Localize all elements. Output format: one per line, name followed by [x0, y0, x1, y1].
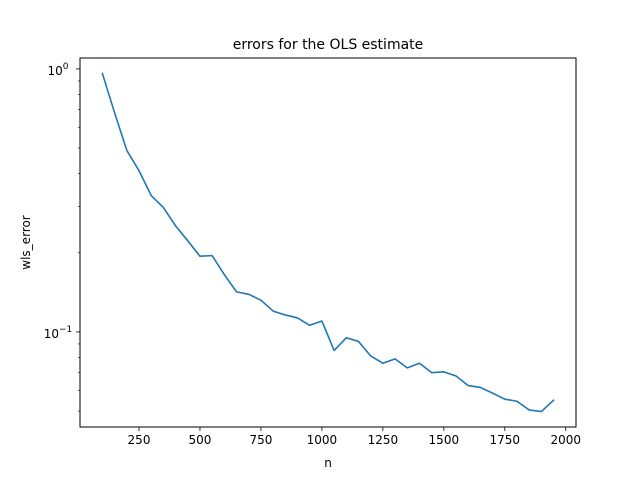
x-tick-label: 250: [128, 433, 151, 447]
x-tick-label: 1750: [490, 433, 521, 447]
series-layer: [101, 72, 555, 413]
x-tick-label: 2000: [550, 433, 581, 447]
y-tick-label: 10−1: [44, 325, 73, 341]
x-tick-label: 750: [249, 433, 272, 447]
x-tick-label: 500: [189, 433, 212, 447]
x-axis-ticks: 250 500 750 1000 1250 1500 1750 2000: [128, 427, 581, 447]
x-tick-label: 1000: [307, 433, 338, 447]
y-tick-label: 100: [47, 62, 68, 78]
x-tick-label: 1250: [368, 433, 399, 447]
plot-background: [80, 58, 576, 427]
x-tick-label: 1500: [429, 433, 460, 447]
series-line-0: [101, 72, 555, 413]
y-axis-label: wls_error: [19, 215, 33, 270]
x-axis-label: n: [324, 456, 332, 470]
axes-frame: [79, 57, 577, 428]
chart-title: errors for the OLS estimate: [233, 37, 424, 53]
y-axis-ticks: 10−1 100: [44, 62, 80, 412]
